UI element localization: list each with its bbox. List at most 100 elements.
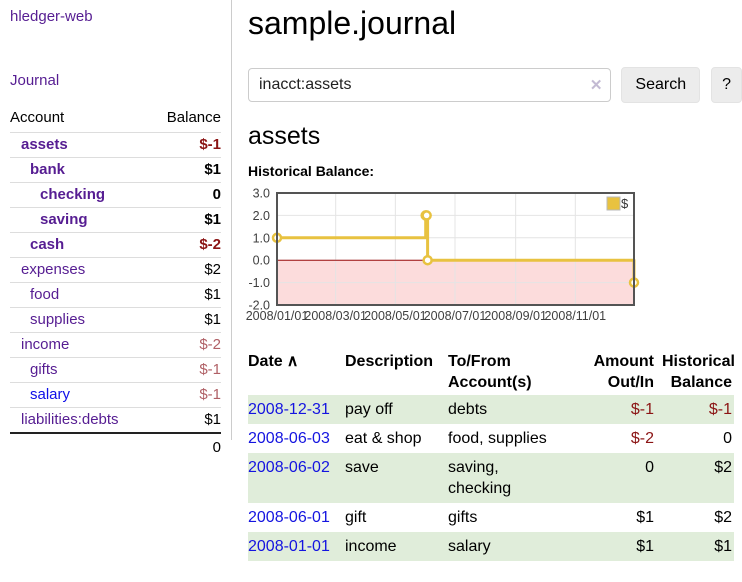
search-input[interactable]: [248, 68, 612, 102]
account-title: assets: [248, 122, 321, 150]
accounts-total-spacer: [10, 432, 151, 462]
transaction-date-link[interactable]: 2008-01-01: [248, 538, 330, 555]
account-row: food $1: [10, 282, 221, 308]
account-link[interactable]: gifts: [30, 361, 58, 378]
register-header-row: Date ∧ Description To/From Account(s) Amo…: [248, 349, 735, 395]
transaction-balance: $-1: [708, 401, 732, 418]
clear-search-icon[interactable]: ✕: [589, 77, 603, 94]
register-header-description: Description: [345, 353, 434, 370]
register-header-amount: Amount Out/In: [593, 353, 654, 391]
account-balance: 0: [212, 186, 221, 203]
transaction-accounts: food, supplies: [448, 430, 547, 447]
transaction-balance: $2: [714, 459, 732, 476]
transaction-accounts: salary: [448, 538, 491, 555]
legend-swatch: [606, 196, 621, 211]
accounts-header-row: Account Balance: [10, 106, 221, 133]
transaction-accounts: gifts: [448, 509, 478, 526]
help-button[interactable]: ?: [711, 67, 742, 103]
account-balance: $-1: [199, 361, 221, 378]
y-tick-label: 0.0: [253, 254, 270, 268]
account-link[interactable]: expenses: [21, 261, 86, 278]
transaction-amount: $1: [636, 509, 654, 526]
account-link[interactable]: saving: [40, 211, 88, 228]
account-row: expenses $2: [10, 257, 221, 283]
account-link[interactable]: salary: [30, 386, 71, 403]
register-row: 2008-06-03 eat & shop food, supplies $-2 0: [248, 424, 734, 453]
account-balance: $-1: [199, 386, 221, 403]
transaction-description: eat & shop: [345, 430, 422, 447]
account-balance: $2: [204, 261, 221, 278]
account-link[interactable]: income: [21, 336, 70, 353]
accounts-header-balance: Balance: [166, 109, 221, 126]
account-row: cash $-2: [10, 232, 221, 258]
transaction-description: gift: [345, 509, 367, 526]
x-tick-label: 2008/09/01: [484, 309, 547, 323]
app-title-link[interactable]: hledger-web: [10, 8, 93, 25]
x-tick-label: 2008/11/01: [544, 309, 606, 323]
register-header-balance: Historical Balance: [662, 353, 735, 391]
chart-title: Historical Balance:: [248, 163, 375, 179]
legend-label: $: [621, 196, 629, 211]
transaction-accounts: debts: [448, 401, 488, 418]
account-row: salary $-1: [10, 382, 221, 408]
register-row: 2008-12-31 pay off debts $-1 $-1: [248, 395, 734, 424]
y-tick-label: 1.0: [253, 231, 270, 245]
transaction-date-link[interactable]: 2008-06-03: [248, 430, 330, 447]
account-link[interactable]: supplies: [30, 311, 86, 328]
account-link[interactable]: bank: [30, 161, 66, 178]
transaction-amount: $-1: [630, 401, 654, 418]
account-balance: $1: [204, 161, 221, 178]
register-row: 2008-06-02 save saving, checking 0 $2: [248, 453, 734, 503]
transaction-description: income: [345, 538, 397, 555]
account-link[interactable]: liabilities:debts: [21, 411, 119, 428]
sort-ascending-icon: ∧: [286, 353, 299, 370]
x-tick-label: 2008/05/01: [364, 309, 427, 323]
account-link[interactable]: assets: [21, 136, 68, 153]
account-link[interactable]: food: [30, 286, 60, 303]
accounts-header-account: Account: [10, 109, 65, 126]
sidebar-item-journal[interactable]: Journal: [10, 72, 60, 89]
sidebar-nav: Journal: [10, 72, 221, 90]
app-title: hledger-web: [10, 8, 221, 26]
transaction-date-link[interactable]: 2008-06-01: [248, 509, 330, 526]
account-row: income $-2: [10, 332, 221, 358]
plot-border: [276, 192, 635, 306]
transaction-balance: $2: [714, 509, 732, 526]
transaction-amount: $1: [636, 538, 654, 555]
transaction-date-link[interactable]: 2008-12-31: [248, 401, 330, 418]
account-balance: $-2: [199, 336, 221, 353]
transaction-accounts: saving, checking: [448, 459, 512, 497]
search-button[interactable]: Search: [621, 67, 701, 103]
register-header-date[interactable]: Date ∧: [248, 353, 299, 370]
transaction-balance: 0: [723, 430, 732, 447]
transaction-description: save: [345, 459, 379, 476]
sidebar: hledger-web Journal Account Balance asse…: [0, 0, 232, 462]
account-row: gifts $-1: [10, 357, 221, 383]
data-point: [421, 210, 432, 221]
main-content: sample.journal ✕ Search ? assets Histori…: [246, 0, 742, 561]
account-link[interactable]: cash: [30, 236, 65, 253]
page-title: sample.journal: [248, 5, 457, 41]
account-row: checking 0: [10, 182, 221, 208]
account-balance: $-2: [199, 236, 221, 253]
account-balance: $-1: [199, 136, 221, 153]
account-link[interactable]: checking: [40, 186, 106, 203]
x-tick-label: 2008/01/01: [246, 309, 309, 323]
y-tick-label: 2.0: [253, 209, 270, 223]
transaction-description: pay off: [345, 401, 393, 418]
account-row: supplies $1: [10, 307, 221, 333]
account-balance: $1: [204, 411, 221, 428]
transaction-date-link[interactable]: 2008-06-02: [248, 459, 330, 476]
y-tick-label: 3.0: [253, 187, 270, 201]
account-balance: $1: [204, 211, 221, 228]
account-row: saving $1: [10, 207, 221, 233]
historical-balance-chart: 3.0 2.0 1.0 0.0 -1.0 -2.02008/01/012008/03/01…: [246, 187, 640, 323]
account-row: liabilities:debts $1: [10, 407, 221, 434]
accounts-total-row: 0: [10, 432, 221, 462]
account-balance: $1: [204, 311, 221, 328]
transaction-amount: $-2: [630, 430, 654, 447]
search-box: ✕: [248, 68, 612, 102]
register-row: 2008-06-01 gift gifts $1 $2: [248, 503, 734, 532]
y-tick-label: -1.0: [248, 276, 270, 290]
accounts-table: Account Balance assets $-1 bank $1 checking 0…: [10, 106, 221, 462]
